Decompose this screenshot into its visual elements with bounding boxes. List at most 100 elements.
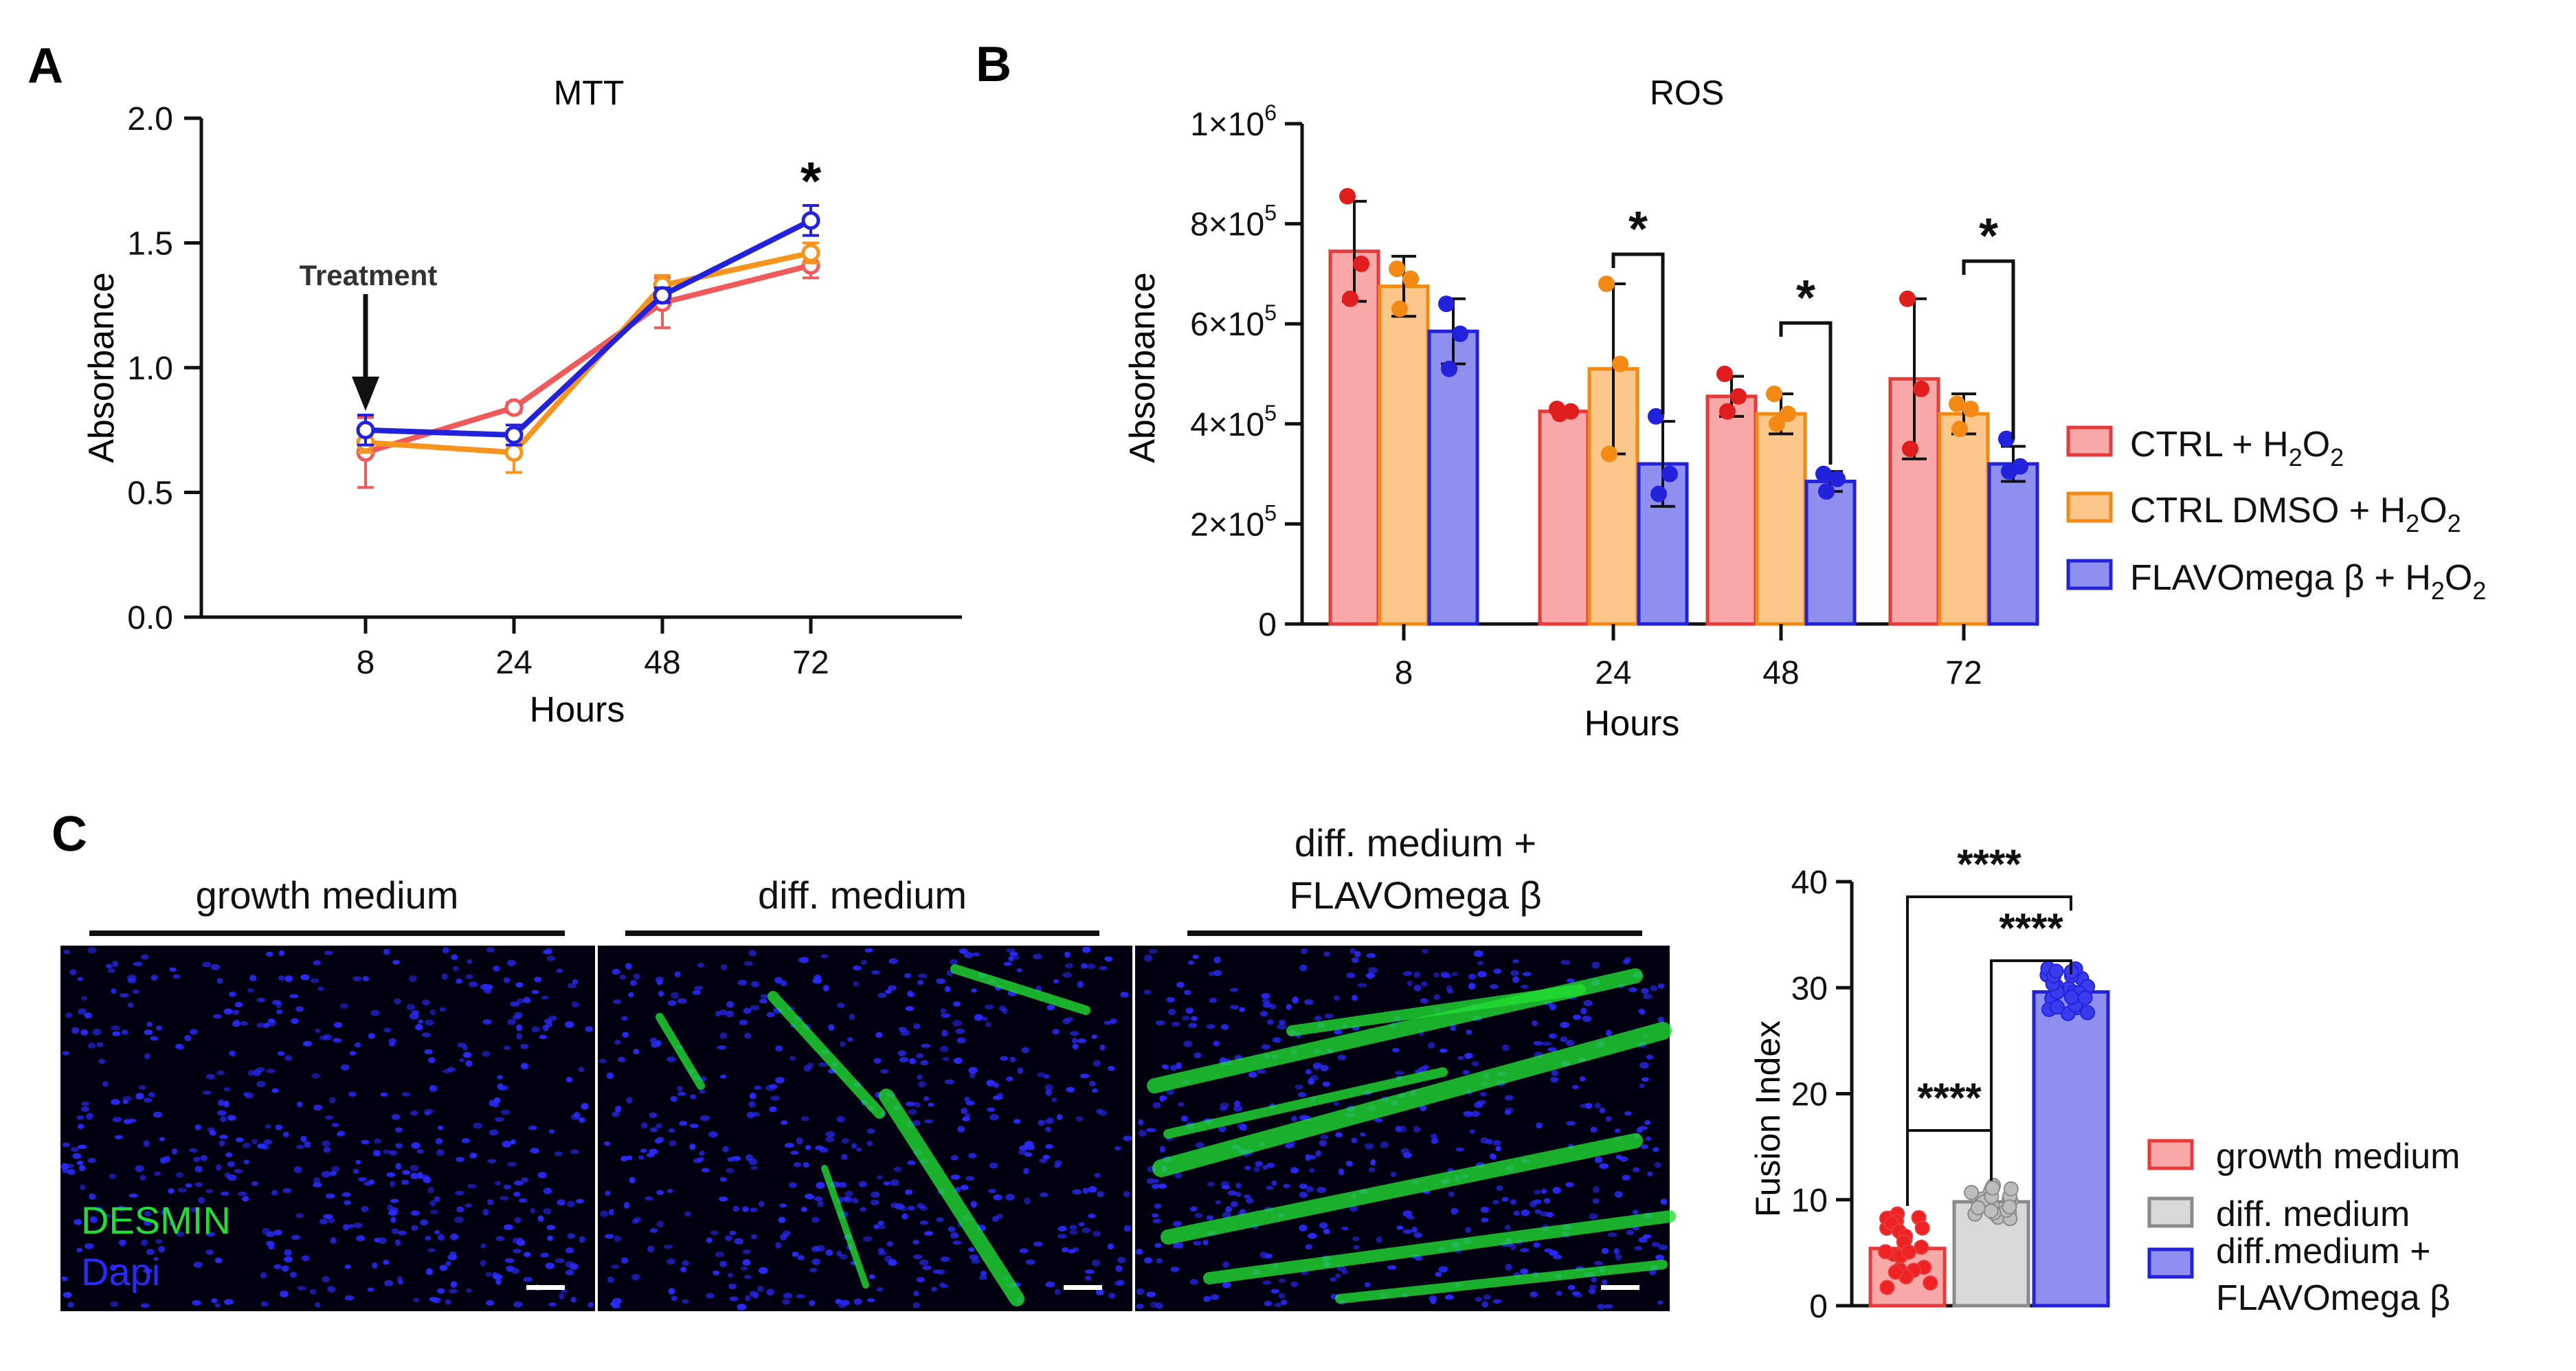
- ros-data-point: [1438, 296, 1455, 313]
- dapi-nucleus: [751, 981, 760, 988]
- dapi-nucleus: [751, 1112, 761, 1117]
- dapi-nucleus: [1069, 1225, 1077, 1230]
- dapi-nucleus: [1174, 1172, 1183, 1179]
- dapi-nucleus: [744, 1275, 752, 1280]
- dapi-nucleus: [936, 1217, 944, 1223]
- dapi-nucleus: [456, 978, 462, 984]
- dapi-nucleus: [615, 1105, 622, 1113]
- dapi-nucleus: [1075, 1116, 1084, 1122]
- dapi-nucleus: [1439, 1048, 1448, 1053]
- dapi-nucleus: [213, 1014, 222, 1019]
- dapi-nucleus: [1274, 1302, 1281, 1308]
- dapi-nucleus: [917, 1203, 925, 1209]
- dapi-nucleus: [1019, 1248, 1029, 1253]
- dapi-nucleus: [1430, 1133, 1437, 1139]
- fusion-data-point: [1888, 1264, 1903, 1280]
- dapi-nucleus: [209, 1130, 216, 1136]
- dapi-nucleus: [797, 1255, 805, 1261]
- dapi-nucleus: [110, 1264, 117, 1271]
- dapi-nucleus: [155, 1239, 163, 1244]
- dapi-nucleus: [263, 1139, 272, 1145]
- dapi-nucleus: [820, 954, 828, 959]
- dapi-nucleus: [1632, 1167, 1640, 1172]
- dapi-nucleus: [340, 1003, 348, 1010]
- dapi-nucleus: [968, 1067, 978, 1074]
- dapi-nucleus: [853, 1298, 862, 1305]
- dapi-nucleus: [904, 973, 912, 979]
- dapi-nucleus: [354, 1042, 361, 1048]
- dapi-nucleus: [598, 1058, 607, 1064]
- dapi-nucleus: [240, 1021, 249, 1026]
- desmin-fiber: [768, 991, 885, 1119]
- dapi-nucleus: [1334, 994, 1340, 1001]
- dapi-nucleus: [337, 1132, 344, 1137]
- dapi-nucleus: [1477, 961, 1483, 966]
- ros-x-tick-label: 8: [1395, 655, 1413, 691]
- ros-data-point: [1601, 445, 1617, 462]
- dapi-nucleus: [175, 1172, 183, 1178]
- dapi-nucleus: [367, 1287, 374, 1292]
- dapi-nucleus: [638, 1155, 645, 1160]
- dapi-nucleus: [656, 1220, 664, 1228]
- dapi-nucleus: [1146, 1128, 1156, 1133]
- desmin-fiber: [1335, 1260, 1668, 1304]
- dapi-nucleus: [692, 990, 701, 995]
- dapi-nucleus: [514, 1012, 523, 1018]
- dapi-nucleus: [1338, 1168, 1345, 1176]
- dapi-nucleus: [146, 1248, 155, 1256]
- fusion-data-point: [2077, 990, 2093, 1005]
- dapi-nucleus: [1433, 972, 1440, 978]
- desmin-fiber: [1163, 1067, 1448, 1139]
- dapi-nucleus: [1091, 1034, 1097, 1039]
- dapi-nucleus: [1566, 1121, 1576, 1126]
- dapi-nucleus: [822, 985, 829, 992]
- dapi-nucleus: [1045, 1281, 1055, 1288]
- dapi-nucleus: [702, 1168, 710, 1173]
- ros-y-tick-label: 8×105: [1190, 201, 1277, 243]
- dapi-nucleus: [278, 950, 284, 956]
- dapi-nucleus: [260, 1272, 267, 1279]
- dapi-nucleus: [699, 1089, 706, 1094]
- dapi-nucleus: [216, 1070, 225, 1075]
- dapi-nucleus: [377, 1237, 387, 1245]
- dapi-nucleus: [1262, 1002, 1272, 1008]
- dapi-nucleus: [728, 1283, 737, 1290]
- dapi-nucleus: [1337, 1054, 1347, 1060]
- dapi-nucleus: [1481, 1301, 1488, 1308]
- mtt-y-tick-label: 0.5: [127, 476, 173, 512]
- dapi-nucleus: [143, 1268, 153, 1273]
- dapi-nucleus: [281, 1265, 289, 1272]
- dapi-nucleus: [1152, 1218, 1162, 1224]
- mtt-data-point: [356, 421, 375, 440]
- dapi-nucleus: [304, 1141, 311, 1148]
- dapi-nucleus: [1044, 1074, 1050, 1079]
- dapi-nucleus: [421, 1032, 432, 1038]
- dapi-nucleus: [1157, 1183, 1167, 1189]
- dapi-nucleus: [1486, 1139, 1493, 1145]
- dapi-nucleus: [649, 1127, 658, 1133]
- dapi-nucleus: [494, 1181, 501, 1186]
- mtt-x-tick-label: 48: [644, 645, 680, 681]
- dapi-nucleus: [284, 1256, 293, 1262]
- dapi-nucleus: [530, 1207, 536, 1214]
- dapi-nucleus: [1006, 948, 1016, 953]
- dapi-nucleus: [1291, 1115, 1297, 1122]
- dapi-nucleus: [1492, 1199, 1499, 1205]
- dapi-nucleus: [700, 1115, 710, 1122]
- dapi-nucleus: [1413, 984, 1422, 992]
- dapi-nucleus: [1599, 1163, 1609, 1169]
- dapi-nucleus: [531, 1026, 540, 1033]
- ros-y-tick-label: 0: [1258, 607, 1277, 643]
- dapi-nucleus: [507, 1018, 516, 1025]
- dapi-nucleus: [317, 986, 324, 992]
- dapi-nucleus: [177, 1188, 187, 1193]
- dapi-nucleus: [388, 1041, 396, 1047]
- dapi-nucleus: [1552, 1187, 1561, 1194]
- dapi-nucleus: [205, 1249, 214, 1255]
- dapi-nucleus: [838, 1181, 847, 1188]
- dapi-nucleus: [392, 1228, 399, 1234]
- dapi-nucleus: [742, 1206, 749, 1212]
- dapi-nucleus: [1178, 1102, 1185, 1107]
- dapi-nucleus: [877, 1175, 884, 1180]
- dapi-nucleus: [732, 1205, 740, 1212]
